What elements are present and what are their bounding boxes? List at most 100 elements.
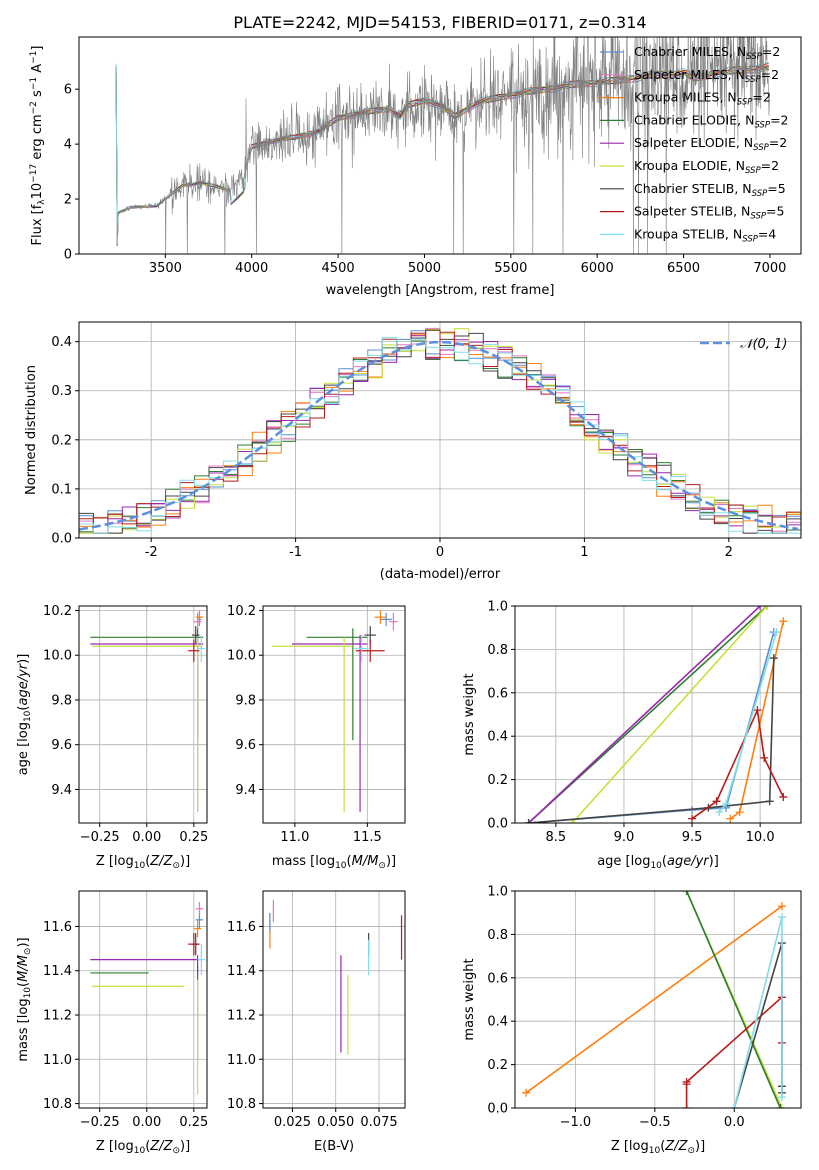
plot-area [79, 327, 801, 538]
axes-frame [78, 36, 802, 255]
legend-label: Salpeter STELIB, NSSP=5 [634, 204, 784, 222]
x-axis-label: (data-model)/error [380, 567, 501, 582]
axes-frame [78, 605, 208, 824]
panel-mass_vs_Z: −0.25 0.00 0.25 10.8 11.0 11.2 11.4 11.6 [43, 890, 208, 1130]
y-tick-label: 0.2 [487, 1058, 508, 1073]
x-tick-label: 2 [725, 545, 733, 560]
y-tick-label: 11.2 [43, 1009, 72, 1024]
y-tick-label: 11.6 [227, 920, 256, 935]
figure-title: PLATE=2242, MJD=54153, FIBERID=0171, z=0… [233, 13, 646, 32]
y-tick-label: 0.4 [487, 730, 508, 745]
y-tick-label: 0.2 [51, 433, 72, 448]
x-tick-label: −0.5 [639, 1115, 671, 1130]
weight-marker-kroupa_stelib [777, 1093, 786, 1102]
legend-label: Salpeter ELODIE, NSSP=2 [634, 135, 787, 153]
weight-line-chabrier_elodie [685, 891, 782, 1108]
gaussian-curve [79, 340, 799, 531]
legend-label: Kroupa ELODIE, NSSP=2 [634, 158, 779, 176]
y-tick-label: 0.2 [487, 773, 508, 788]
x-tick-label: 4000 [235, 261, 268, 276]
weight-marker-kroupa_stelib [722, 799, 731, 808]
panel-age_vs_Z: −0.25 0.00 0.25 9.4 9.6 9.8 10.0 10.2 [43, 604, 208, 845]
y-tick-label: 0.0 [487, 817, 508, 832]
x-tick-label: 0.25 [179, 830, 208, 845]
x-tick-label: −1.0 [560, 1115, 592, 1130]
weight-marker-kroupa_miles [735, 808, 744, 817]
weight-line-chabrier_miles [528, 631, 775, 823]
plot-area [524, 606, 788, 823]
y-axis-label: Normed distribution [24, 365, 39, 495]
y-tick-label: 2 [64, 193, 72, 208]
y-tick-label: 0.6 [487, 686, 508, 701]
plot-area [115, 37, 771, 254]
panel-mass_vs_ebv: 0.025 0.050 0.075 10.8 11.0 11.2 11.4 11.6 [227, 890, 406, 1130]
x-tick-label: 0.25 [179, 1115, 208, 1130]
x-axis-label: E(B-V) [314, 1139, 354, 1154]
legend-label: 𝒩(0, 1) [740, 337, 787, 352]
x-tick-label: −0.25 [80, 1115, 120, 1130]
x-tick-label: 1 [580, 545, 588, 560]
x-tick-label: 11.5 [353, 830, 382, 845]
legend-label: Chabrier STELIB, NSSP=5 [634, 181, 786, 199]
y-axis-label: mass [log10(M/M⊙)] [16, 937, 33, 1061]
x-axis-label: wavelength [Angstrom, rest frame] [326, 283, 555, 298]
y-axis-label: Flux [fλ10−17 erg cm−2 s−1 A−1] [29, 46, 47, 246]
weight-marker-chabrier_stelib [765, 797, 774, 806]
y-tick-label: 1.0 [487, 600, 508, 615]
plot-area [271, 610, 398, 812]
y-tick-label: 0.3 [51, 384, 72, 399]
weight-marker-kroupa_miles [726, 814, 735, 823]
y-axis-label: mass weight [462, 673, 477, 755]
axes-frame [262, 605, 406, 824]
legend: 𝒩(0, 1) [700, 337, 787, 352]
weight-marker-kroupa_miles [522, 1088, 531, 1097]
plot-area [90, 902, 206, 1095]
panel-spectrum: 3500 4000 4500 5000 5500 6000 6500 7000 0 2 4 6 Chab… [64, 36, 802, 276]
y-tick-label: 0.4 [51, 335, 72, 350]
x-axis-label: Z [log10(Z/Z⊙)] [96, 1139, 190, 1156]
plot-area [269, 899, 403, 1055]
y-tick-label: 0 [64, 248, 72, 263]
legend-label: Chabrier ELODIE, NSSP=2 [634, 112, 789, 130]
y-tick-label: 0.8 [487, 928, 508, 943]
weight-line-kroupa_miles [525, 905, 783, 1094]
y-tick-label: 1.0 [487, 885, 508, 900]
x-axis-label: Z [log10(Z/Z⊙)] [96, 854, 190, 871]
weight-marker-kroupa_elodie [777, 1104, 786, 1108]
y-tick-label: 10.0 [43, 649, 72, 664]
y-tick-label: 9.8 [235, 693, 256, 708]
y-tick-label: 0.0 [51, 532, 72, 547]
y-tick-label: 0.0 [487, 1102, 508, 1117]
observed-spectrum [117, 37, 771, 254]
plot-area [522, 891, 786, 1108]
y-tick-label: 9.4 [235, 783, 256, 798]
axes-frame [262, 890, 406, 1109]
x-tick-label: 0.00 [132, 830, 161, 845]
axes-frame [514, 890, 802, 1109]
x-tick-label: 0.00 [132, 1115, 161, 1130]
x-tick-label: 3500 [149, 261, 182, 276]
weight-line-kroupa_stelib [718, 631, 778, 813]
y-tick-label: 0.4 [487, 1015, 508, 1030]
axes-frame [514, 605, 802, 824]
panel-residuals: -2 -1 0 1 2 0.0 0.1 0.2 0.3 0.4 𝒩(0, 1) [51, 321, 802, 560]
legend-label: Salpeter MILES, NSSP=2 [634, 67, 779, 85]
weight-line-salpeter_elodie [528, 606, 761, 823]
x-tick-label: 5000 [408, 261, 441, 276]
y-tick-label: 0.6 [487, 971, 508, 986]
weight-line-kroupa_miles [729, 621, 785, 820]
plot-area [90, 610, 206, 812]
x-tick-label: 4500 [322, 261, 355, 276]
weight-marker-kroupa_miles [777, 902, 786, 911]
y-tick-label: 11.0 [227, 1053, 256, 1068]
x-tick-label: 10.0 [746, 830, 775, 845]
histogram-salpeter_stelib [79, 331, 801, 538]
x-tick-label: 0.0 [724, 1115, 745, 1130]
x-tick-label: 9.0 [614, 830, 635, 845]
weight-marker-salpeter_stelib [753, 706, 762, 715]
weight-marker-salpeter_stelib [682, 1104, 691, 1108]
x-tick-label: 0 [436, 545, 444, 560]
x-tick-label: 7000 [753, 261, 786, 276]
weight-marker-chabrier_elodie [682, 891, 691, 895]
